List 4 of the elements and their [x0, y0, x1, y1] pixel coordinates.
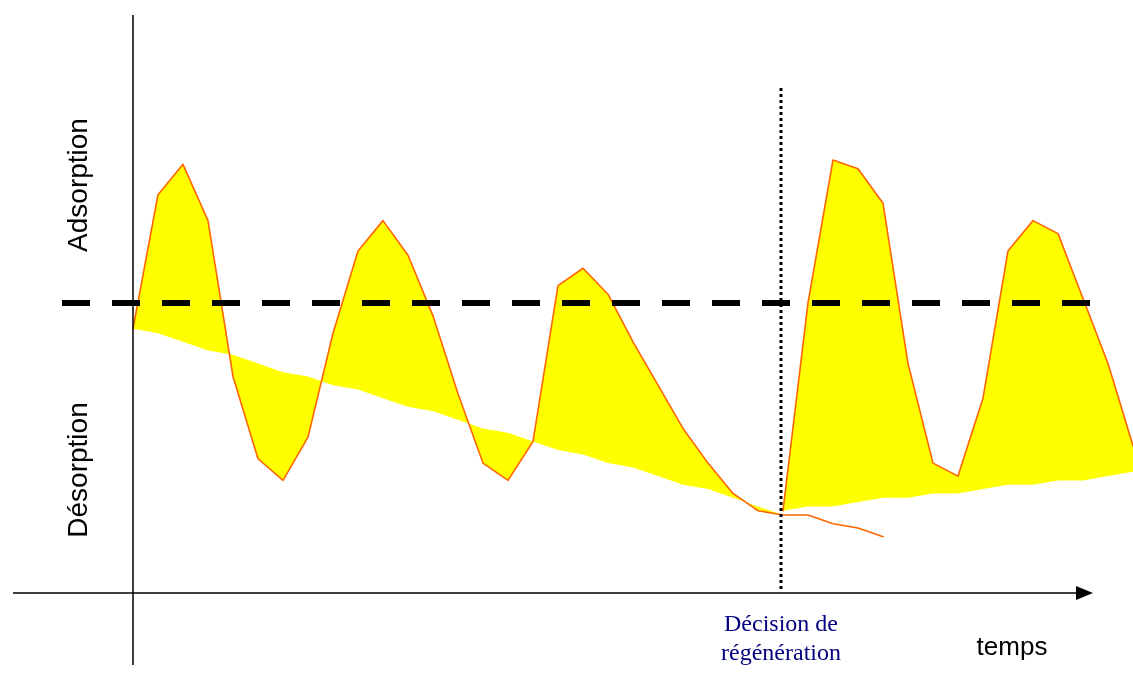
text: Décision de régénération	[721, 610, 841, 665]
text: Désorption	[62, 402, 93, 538]
text: Adsorption	[62, 118, 93, 252]
x-axis-title: temps	[976, 631, 1048, 661]
